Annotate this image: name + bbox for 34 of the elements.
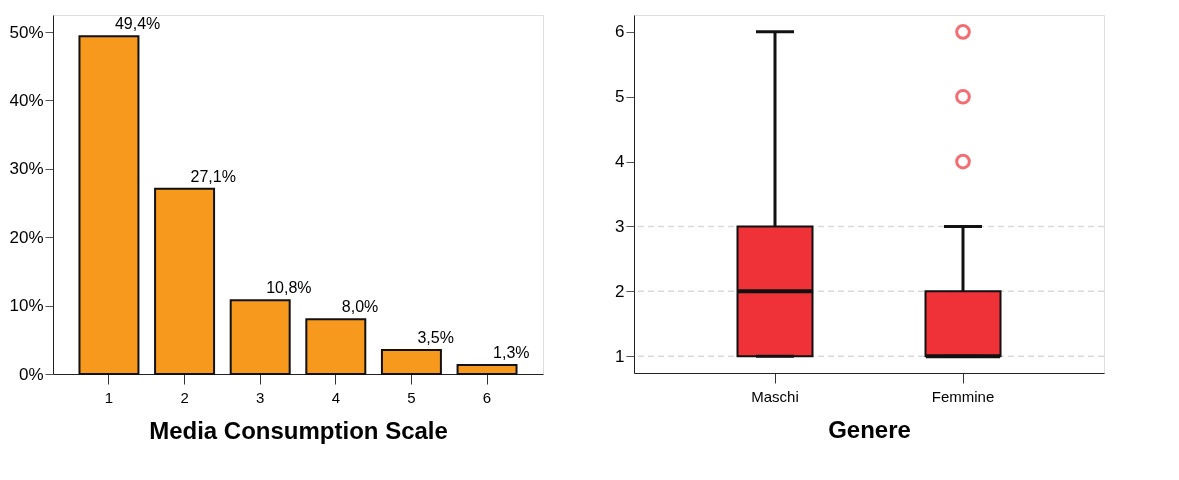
y-tick-label: 10% bbox=[9, 296, 44, 316]
data-label: 1,3% bbox=[493, 344, 530, 362]
y-tick-label: 30% bbox=[9, 159, 44, 179]
y-tick-label: 50% bbox=[9, 22, 44, 42]
bar bbox=[78, 35, 140, 375]
bar bbox=[305, 318, 367, 375]
x-tick-label: 4 bbox=[331, 388, 340, 406]
data-label: 3,5% bbox=[417, 329, 454, 347]
bar bbox=[154, 187, 216, 375]
data-label: 49,4% bbox=[114, 15, 161, 33]
y-tick-label: 4 bbox=[615, 152, 625, 172]
x-tick-label: 5 bbox=[407, 388, 416, 406]
data-label: 8,0% bbox=[341, 298, 379, 316]
y-tick-label: 5 bbox=[615, 87, 625, 107]
y-tick-label: 3 bbox=[615, 216, 625, 236]
bar bbox=[229, 299, 291, 375]
y-tick-label: 6 bbox=[615, 22, 625, 42]
y-tick-label: 20% bbox=[9, 227, 44, 247]
x-axis-title: Media Consumption Scale bbox=[149, 416, 448, 444]
data-label: 27,1% bbox=[190, 167, 236, 185]
x-tick-label: 2 bbox=[180, 388, 189, 406]
y-tick-label: 2 bbox=[615, 281, 625, 301]
x-tick-label: 3 bbox=[256, 388, 265, 406]
bar bbox=[456, 364, 518, 375]
bar bbox=[380, 349, 442, 375]
x-tick-label: 1 bbox=[104, 388, 114, 406]
x-axis-title: Genere bbox=[828, 415, 911, 443]
y-tick-label: 40% bbox=[9, 90, 44, 110]
data-label: 10,8% bbox=[266, 279, 312, 297]
y-tick-label: 0% bbox=[18, 364, 44, 384]
x-tick-label: Femmine bbox=[931, 387, 995, 405]
x-tick-label: 6 bbox=[482, 388, 492, 406]
y-tick-label: 1 bbox=[615, 346, 625, 366]
x-tick-label: Maschi bbox=[751, 387, 799, 405]
